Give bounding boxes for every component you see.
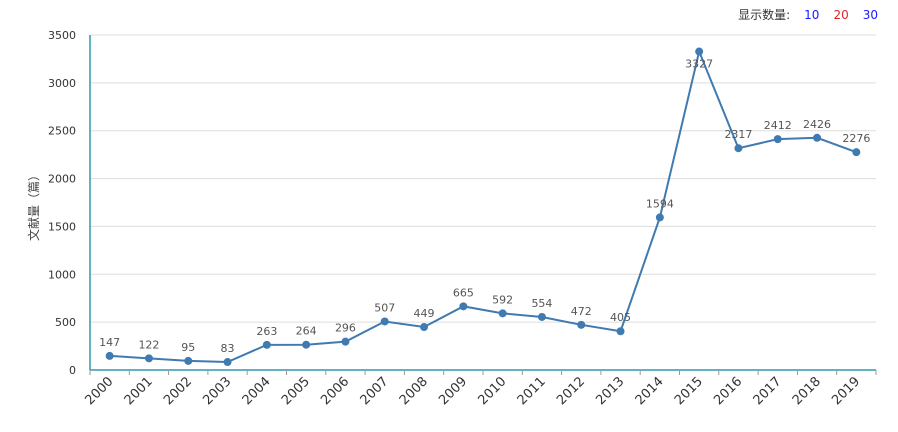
x-tick-label: 2017 xyxy=(751,374,785,408)
data-point xyxy=(105,351,114,360)
display-count-label: 显示数量: xyxy=(738,8,791,22)
data-point xyxy=(380,317,389,326)
x-tick-label: 2015 xyxy=(672,374,706,408)
data-label: 554 xyxy=(531,297,552,310)
x-tick-label: 2007 xyxy=(358,374,392,408)
data-label: 83 xyxy=(221,342,235,355)
x-tick-label: 2019 xyxy=(829,374,863,408)
x-tick-label: 2008 xyxy=(397,374,431,408)
data-label: 122 xyxy=(138,338,159,351)
y-tick-label: 1500 xyxy=(48,220,76,233)
x-tick-label: 2014 xyxy=(633,374,667,408)
data-point xyxy=(341,337,350,346)
y-tick-label: 500 xyxy=(55,316,76,329)
x-tick-label: 2001 xyxy=(122,374,156,408)
data-label: 449 xyxy=(414,307,435,320)
y-axis-label: 文献量（篇） xyxy=(26,169,41,241)
x-tick-label: 2011 xyxy=(515,374,549,408)
data-label: 592 xyxy=(492,293,513,306)
data-labels: 147 122 95 83 263 264 296 507 449 665 592 554 472 405… xyxy=(99,58,870,355)
data-point xyxy=(577,320,586,329)
data-point xyxy=(420,323,429,332)
data-label: 2276 xyxy=(842,132,870,145)
data-label: 665 xyxy=(453,286,474,299)
data-point xyxy=(537,312,546,321)
x-tick-label: 2018 xyxy=(790,374,824,408)
y-tick-label: 1000 xyxy=(48,268,76,281)
x-tick-label: 2010 xyxy=(475,374,509,408)
y-tick-label: 3000 xyxy=(48,77,76,90)
data-point xyxy=(852,148,861,157)
data-point xyxy=(813,133,822,142)
data-point xyxy=(144,354,153,363)
series-literature-count xyxy=(105,47,861,367)
data-label: 405 xyxy=(610,311,631,324)
data-point xyxy=(223,358,232,367)
display-count-control: 显示数量: 10 20 30 xyxy=(738,6,878,23)
data-label: 1594 xyxy=(646,197,674,210)
grid-lines xyxy=(90,34,876,323)
data-point xyxy=(262,340,271,349)
data-point xyxy=(773,135,782,144)
x-tick-label: 2000 xyxy=(82,374,116,408)
x-tick-label: 2003 xyxy=(200,374,234,408)
data-label: 264 xyxy=(296,325,317,338)
data-label: 507 xyxy=(374,301,395,314)
data-label: 147 xyxy=(99,336,120,349)
data-label: 296 xyxy=(335,322,356,335)
data-label: 472 xyxy=(571,305,592,318)
y-tick-label: 2500 xyxy=(48,125,76,138)
data-point xyxy=(498,309,507,318)
data-point xyxy=(184,356,193,365)
display-count-option-20[interactable]: 20 xyxy=(833,7,849,22)
data-label: 2317 xyxy=(724,128,752,141)
x-tick-label: 2004 xyxy=(240,374,274,408)
data-point xyxy=(302,340,311,349)
series-line xyxy=(109,48,857,364)
data-point xyxy=(655,213,664,222)
data-label: 3327 xyxy=(685,58,713,71)
x-tick-label: 2005 xyxy=(279,374,313,408)
x-tick-label: 2012 xyxy=(554,374,588,408)
data-label: 2426 xyxy=(803,118,831,131)
y-tick-label: 0 xyxy=(69,364,76,377)
x-tick-label: 2016 xyxy=(711,374,745,408)
data-label: 95 xyxy=(181,341,195,354)
data-point xyxy=(734,144,743,153)
data-label: 2412 xyxy=(764,119,792,132)
x-tick-label: 2006 xyxy=(318,374,352,408)
x-tick-label: 2002 xyxy=(161,374,195,408)
x-tick-label: 2009 xyxy=(436,374,470,408)
display-count-option-10[interactable]: 10 xyxy=(804,7,820,22)
y-tick-label: 2000 xyxy=(48,173,76,186)
data-point xyxy=(695,47,704,56)
display-count-option-30[interactable]: 30 xyxy=(862,7,878,22)
data-point xyxy=(616,327,625,336)
x-tick-label: 2013 xyxy=(593,374,627,408)
data-point xyxy=(459,302,468,311)
data-label: 263 xyxy=(256,325,277,338)
y-tick-label: 3500 xyxy=(48,29,76,42)
